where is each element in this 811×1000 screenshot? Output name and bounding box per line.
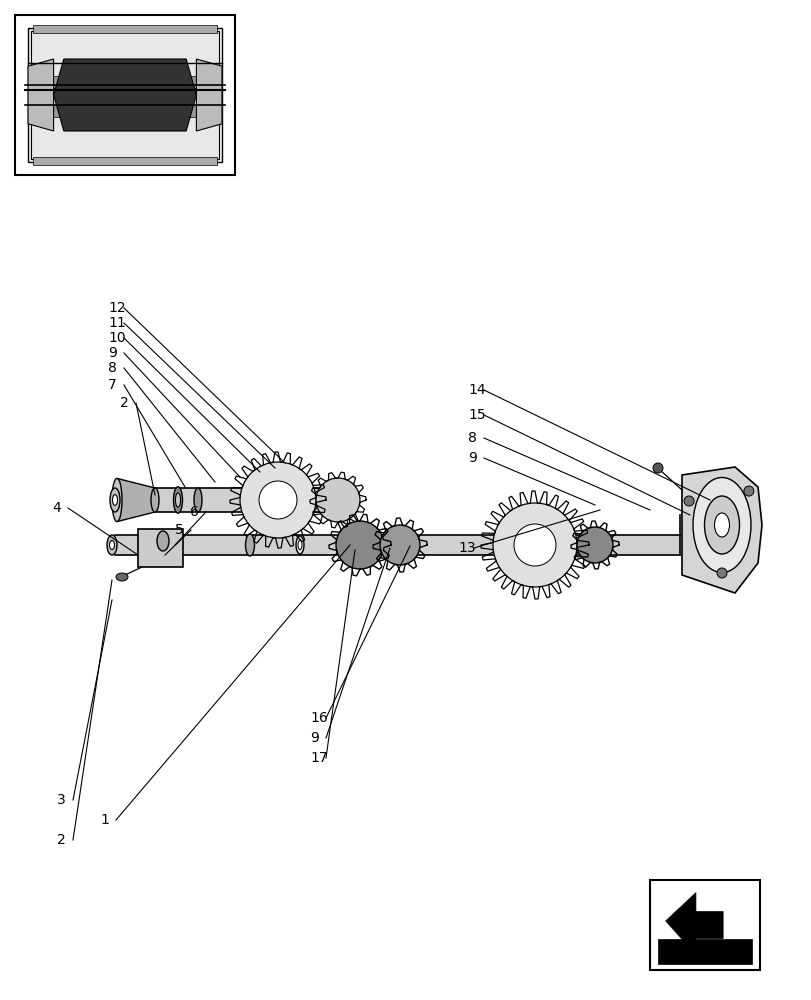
- Text: 6: 6: [190, 505, 199, 519]
- Ellipse shape: [692, 478, 750, 572]
- Circle shape: [513, 524, 556, 566]
- Polygon shape: [120, 488, 354, 512]
- Circle shape: [743, 486, 753, 496]
- Ellipse shape: [245, 534, 254, 556]
- Circle shape: [336, 521, 384, 569]
- Circle shape: [259, 481, 297, 519]
- Circle shape: [652, 463, 663, 473]
- Polygon shape: [115, 535, 679, 555]
- Bar: [138, 529, 182, 567]
- Ellipse shape: [175, 493, 180, 507]
- Circle shape: [240, 462, 315, 538]
- Bar: [28, 105, 221, 117]
- Text: 7: 7: [108, 378, 117, 392]
- Text: 9: 9: [310, 731, 319, 745]
- Text: 8: 8: [467, 431, 476, 445]
- Text: 10: 10: [108, 331, 126, 345]
- Ellipse shape: [296, 536, 303, 554]
- Ellipse shape: [107, 535, 117, 555]
- Text: 14: 14: [467, 383, 485, 397]
- Polygon shape: [196, 59, 221, 131]
- Text: 4: 4: [52, 501, 61, 515]
- Polygon shape: [28, 59, 54, 131]
- Text: 15: 15: [467, 408, 485, 422]
- Text: 3: 3: [57, 793, 66, 807]
- Circle shape: [315, 478, 359, 522]
- Ellipse shape: [174, 487, 182, 513]
- Ellipse shape: [151, 488, 159, 512]
- Ellipse shape: [109, 488, 120, 512]
- Text: 1: 1: [100, 813, 109, 827]
- Ellipse shape: [194, 488, 202, 512]
- Ellipse shape: [298, 540, 302, 550]
- Text: 5: 5: [175, 523, 183, 537]
- Bar: [649, 880, 759, 970]
- Circle shape: [380, 525, 419, 565]
- Polygon shape: [117, 478, 155, 522]
- Ellipse shape: [157, 531, 169, 551]
- Polygon shape: [54, 59, 196, 131]
- Text: 13: 13: [457, 541, 475, 555]
- Ellipse shape: [116, 573, 128, 581]
- Text: 11: 11: [108, 316, 126, 330]
- Text: 8: 8: [108, 361, 117, 375]
- Text: 16: 16: [310, 711, 328, 725]
- Ellipse shape: [109, 540, 114, 550]
- Text: 9: 9: [467, 451, 476, 465]
- Bar: [28, 28, 221, 162]
- Ellipse shape: [161, 539, 165, 551]
- Bar: [15, 15, 234, 175]
- Text: 17: 17: [310, 751, 327, 765]
- Bar: [33, 25, 217, 33]
- Ellipse shape: [714, 513, 728, 537]
- Circle shape: [716, 568, 726, 578]
- Bar: [657, 939, 751, 964]
- Bar: [33, 157, 217, 165]
- Text: 9: 9: [108, 346, 117, 360]
- Ellipse shape: [112, 478, 122, 522]
- Bar: [28, 76, 221, 88]
- Text: 2: 2: [120, 396, 129, 410]
- Polygon shape: [665, 893, 723, 955]
- Polygon shape: [31, 31, 219, 159]
- Circle shape: [492, 503, 577, 587]
- Circle shape: [683, 496, 693, 506]
- Ellipse shape: [113, 495, 118, 505]
- Polygon shape: [681, 467, 761, 593]
- Ellipse shape: [158, 534, 167, 556]
- Text: 2: 2: [57, 833, 66, 847]
- Ellipse shape: [704, 496, 739, 554]
- Circle shape: [577, 527, 612, 563]
- Text: 12: 12: [108, 301, 126, 315]
